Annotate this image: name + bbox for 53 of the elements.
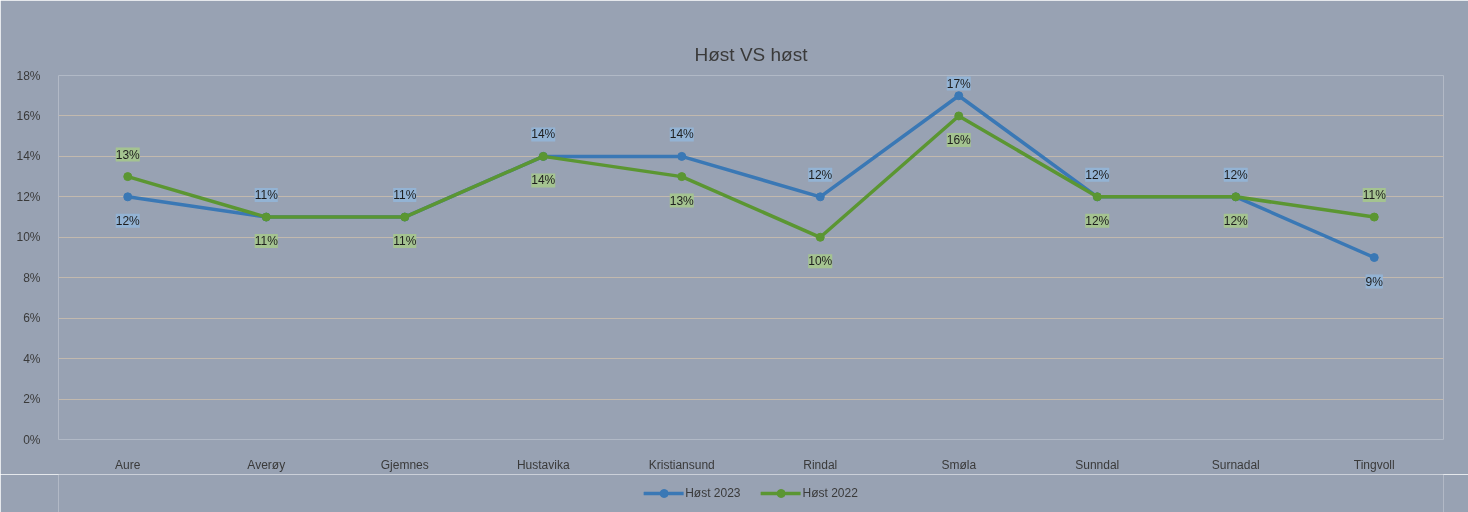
x-tick-label: Sunndal	[1075, 457, 1120, 472]
y-tick-label: 16%	[16, 108, 41, 123]
y-tick-label: 0%	[23, 432, 41, 447]
data-label: 14%	[669, 127, 695, 142]
y-tick-label: 14%	[16, 149, 41, 164]
data-label: 11%	[254, 188, 279, 203]
data-label: 11%	[1362, 188, 1387, 203]
data-label: 17%	[946, 76, 972, 91]
y-tick-label: 8%	[23, 270, 41, 285]
data-label: 11%	[254, 234, 279, 249]
y-tick-label: 4%	[23, 351, 41, 366]
x-tick-label: Aure	[115, 457, 141, 472]
data-label: 14%	[531, 127, 556, 142]
point	[677, 151, 687, 161]
point	[123, 172, 133, 182]
data-label: 12%	[1223, 213, 1249, 228]
data-label: 16%	[946, 132, 972, 147]
y-tick-label: 12%	[16, 189, 41, 204]
data-label: 14%	[531, 173, 556, 188]
point	[1369, 253, 1379, 262]
x-tick-label: Surnadal	[1211, 457, 1260, 472]
chart-title: Høst VS høst	[694, 43, 809, 65]
data-label: 11%	[393, 188, 417, 203]
data-label: 12%	[1085, 167, 1110, 182]
data-label: 10%	[808, 254, 833, 269]
data-label: 13%	[669, 193, 695, 208]
point	[815, 192, 825, 202]
x-tick-label: Kristiansund	[648, 457, 715, 472]
legend-label: Høst 2023	[685, 486, 741, 500]
data-label: 9%	[1365, 274, 1384, 289]
y-tick-label: 10%	[16, 230, 41, 245]
x-tick-label: Tingvoll	[1353, 457, 1395, 472]
x-tick-label: Hustavika	[516, 457, 570, 472]
data-label: 11%	[393, 234, 417, 249]
point	[123, 192, 133, 202]
data-label: 13%	[115, 147, 141, 162]
y-tick-label: 6%	[23, 311, 41, 326]
x-tick-label: Rindal	[803, 457, 838, 472]
point	[954, 111, 964, 121]
data-label: 12%	[1085, 213, 1110, 228]
legend-label: Høst 2022	[802, 486, 858, 500]
x-tick-label: Averøy	[247, 457, 286, 472]
data-label: 12%	[808, 167, 833, 182]
point	[677, 172, 687, 182]
y-tick-label: 2%	[23, 392, 41, 407]
point	[954, 91, 964, 101]
data-label: 12%	[115, 213, 141, 228]
y-tick-label: 18%	[16, 68, 41, 83]
x-tick-label: Smøla	[941, 457, 977, 472]
point	[815, 232, 825, 242]
data-label: 12%	[1223, 167, 1249, 182]
point	[1369, 212, 1379, 222]
x-tick-label: Gjemnes	[380, 457, 429, 472]
